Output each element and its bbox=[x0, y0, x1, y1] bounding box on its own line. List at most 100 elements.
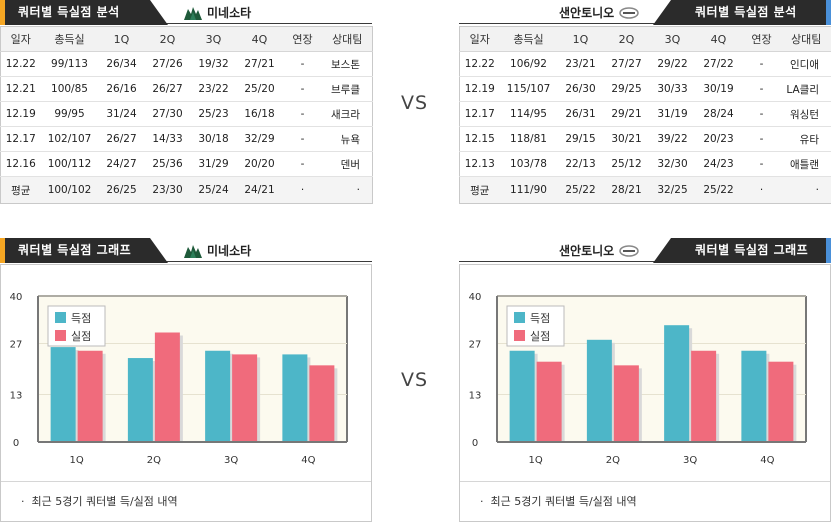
table-cell: 99/95 bbox=[40, 101, 99, 127]
table-row: 12.17 114/95 26/31 29/21 31/19 28/24- 워싱턴 bbox=[459, 101, 831, 127]
bar-allowed bbox=[536, 361, 562, 442]
right-graph-header: 샌안토니오 쿼터별 득실점 그래프 bbox=[459, 238, 831, 264]
left-graph-title: 쿼터별 득실점 그래프 bbox=[18, 243, 132, 257]
table-cell: 26/16 bbox=[98, 76, 145, 102]
average-row: 평균 100/102 26/25 23/30 25/24 24/21 · · bbox=[0, 176, 373, 204]
x-tick-label: 4Q bbox=[301, 455, 315, 466]
left-chart-panel: 0 13 27 40 1Q 2Q 3Q 4Q 득점 실점 · 최근 5경기 쿼터별 득/실점 내역 bbox=[0, 264, 372, 522]
left-analysis-header: 쿼터별 득실점 분석 미네소타 bbox=[0, 0, 372, 26]
vs-label-top: VS bbox=[401, 92, 429, 114]
column-header: 3Q bbox=[649, 26, 696, 52]
vs-label-bottom: VS bbox=[401, 369, 429, 391]
table-cell: 20/23 bbox=[695, 126, 742, 152]
right-footnote: · 최근 5경기 쿼터별 득/실점 내역 bbox=[460, 481, 830, 521]
opponent-cell: 뉴욕 bbox=[322, 126, 373, 152]
left-team: 미네소타 bbox=[184, 4, 251, 21]
column-header: 1Q bbox=[557, 26, 604, 52]
opponent-cell: 브루클 bbox=[322, 76, 373, 102]
left-footnote-text: 최근 5경기 쿼터별 득/실점 내역 bbox=[31, 495, 178, 508]
table-cell: - bbox=[282, 51, 323, 77]
table-cell: 100/112 bbox=[40, 151, 99, 177]
table-cell: 100/102 bbox=[40, 176, 99, 204]
spurs-logo-icon bbox=[619, 6, 639, 19]
table-cell: 32/30 bbox=[649, 151, 696, 177]
opponent-cell: 새크라 bbox=[322, 101, 373, 127]
right-footnote-text: 최근 5경기 쿼터별 득/실점 내역 bbox=[490, 495, 637, 508]
table-cell: 28/24 bbox=[695, 101, 742, 127]
opponent-cell: 보스톤 bbox=[322, 51, 373, 77]
table-cell: 12.17 bbox=[0, 126, 41, 152]
table-cell: 29/25 bbox=[603, 76, 650, 102]
table-cell: - bbox=[741, 51, 782, 77]
table-cell: 99/113 bbox=[40, 51, 99, 77]
column-header: 3Q bbox=[190, 26, 237, 52]
y-tick-label: 27 bbox=[469, 339, 482, 350]
bar-allowed bbox=[691, 350, 717, 442]
table-cell: 12.15 bbox=[459, 126, 500, 152]
table-cell: 27/27 bbox=[603, 51, 650, 77]
table-cell: 29/15 bbox=[557, 126, 604, 152]
bar-scored bbox=[50, 347, 76, 442]
right-graph-team-name: 샌안토니오 bbox=[559, 244, 615, 258]
table-cell: 25/24 bbox=[190, 176, 237, 204]
bar-allowed bbox=[309, 365, 335, 442]
column-header: 총득실 bbox=[499, 26, 558, 52]
average-row: 평균 111/90 25/22 28/21 32/25 25/22 · · bbox=[459, 176, 831, 204]
legend-swatch bbox=[514, 330, 525, 341]
table-cell: - bbox=[282, 76, 323, 102]
table-cell: 118/81 bbox=[499, 126, 558, 152]
table-cell: 111/90 bbox=[499, 176, 558, 204]
bar-scored bbox=[664, 325, 690, 442]
x-tick-label: 2Q bbox=[147, 455, 161, 466]
timberwolves-logo-icon bbox=[184, 6, 202, 20]
x-tick-label: 1Q bbox=[70, 455, 84, 466]
table-cell: 26/34 bbox=[98, 51, 145, 77]
table-cell: 23/22 bbox=[190, 76, 237, 102]
table-row: 12.22 99/113 26/34 27/26 19/32 27/21- 보스톤 bbox=[0, 51, 373, 77]
opponent-cell: 애틀랜 bbox=[781, 151, 831, 177]
table-cell: 23/21 bbox=[557, 51, 604, 77]
table-cell: - bbox=[741, 76, 782, 102]
table-cell: 100/85 bbox=[40, 76, 99, 102]
table-cell: 27/22 bbox=[695, 51, 742, 77]
x-tick-label: 2Q bbox=[606, 455, 620, 466]
table-cell: 115/107 bbox=[499, 76, 558, 102]
table-cell: 25/36 bbox=[144, 151, 191, 177]
right-team: 샌안토니오 bbox=[559, 4, 639, 21]
right-analysis-tab: 쿼터별 득실점 분석 bbox=[653, 0, 831, 25]
column-header: 총득실 bbox=[40, 26, 99, 52]
column-header: 상대팀 bbox=[322, 26, 373, 52]
table-cell: 32/25 bbox=[649, 176, 696, 204]
table-row: 12.17 102/107 26/27 14/33 30/18 32/29- 뉴욕 bbox=[0, 126, 373, 152]
bar-scored bbox=[127, 358, 153, 442]
y-tick-label: 13 bbox=[10, 391, 23, 402]
table-cell: - bbox=[741, 101, 782, 127]
table-cell: 31/19 bbox=[649, 101, 696, 127]
opponent-cell: 유타 bbox=[781, 126, 831, 152]
left-analysis-title: 쿼터별 득실점 분석 bbox=[18, 5, 120, 19]
column-header: 상대팀 bbox=[781, 26, 831, 52]
legend-swatch bbox=[514, 312, 525, 323]
table-cell: 29/21 bbox=[603, 101, 650, 127]
bar-scored bbox=[282, 354, 308, 442]
bar-allowed bbox=[613, 365, 639, 442]
table-row: 12.19 99/95 31/24 27/30 25/23 16/18- 새크라 bbox=[0, 101, 373, 127]
table-cell: 12.22 bbox=[459, 51, 500, 77]
x-tick-label: 1Q bbox=[529, 455, 543, 466]
left-graph-team: 미네소타 bbox=[184, 242, 251, 259]
x-tick-label: 3Q bbox=[683, 455, 697, 466]
table-cell: 26/30 bbox=[557, 76, 604, 102]
table-cell: 27/30 bbox=[144, 101, 191, 127]
table-cell: 12.17 bbox=[459, 101, 500, 127]
right-stats-table: 일자 총득실 1Q 2Q 3Q 4Q 연장 상대팀 12.22 106/92 23/21 27/27 2… bbox=[459, 26, 831, 204]
opponent-cell: · bbox=[781, 176, 831, 204]
table-cell: 30/19 bbox=[695, 76, 742, 102]
table-cell: 28/21 bbox=[603, 176, 650, 204]
table-cell: 106/92 bbox=[499, 51, 558, 77]
table-cell: 27/21 bbox=[236, 51, 283, 77]
opponent-cell: · bbox=[322, 176, 373, 204]
bar-scored bbox=[586, 339, 612, 442]
y-tick-label: 40 bbox=[469, 292, 482, 303]
